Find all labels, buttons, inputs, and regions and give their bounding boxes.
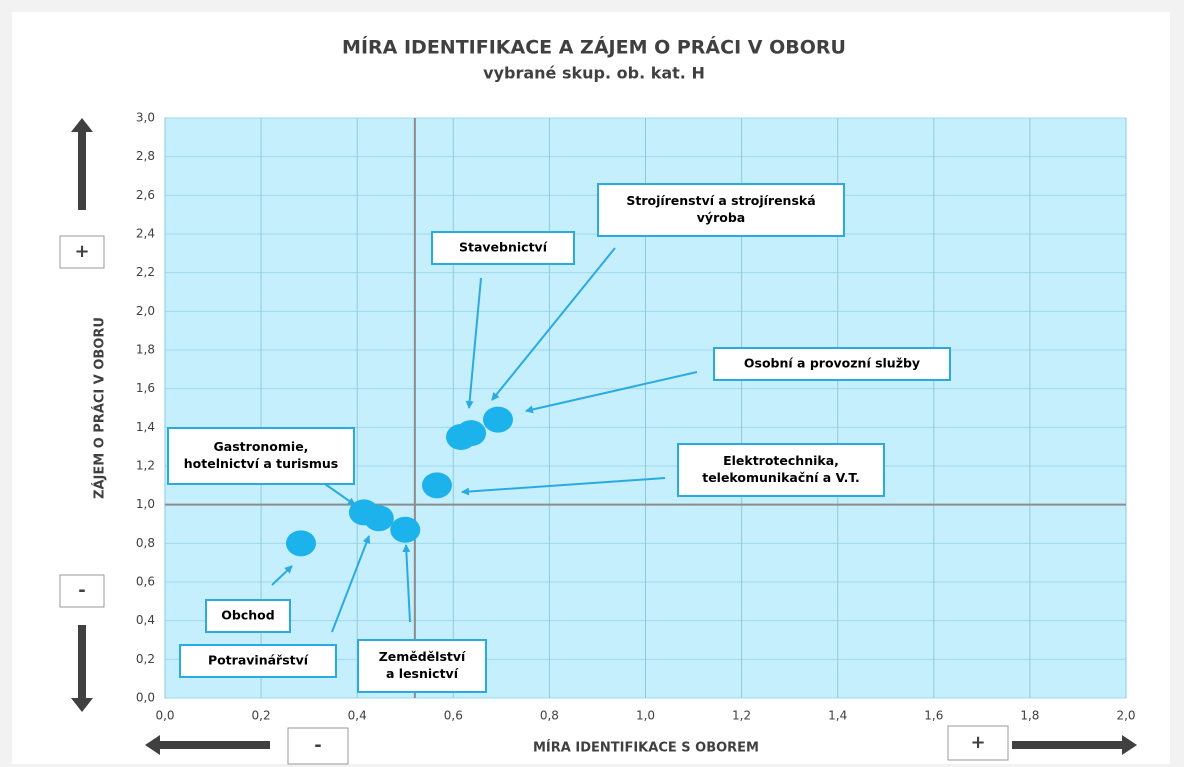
callout-arrow <box>324 483 356 506</box>
x-axis-title: MÍRA IDENTIFIKACE S OBOREM <box>533 740 759 756</box>
y-tick-label: 1,6 <box>136 381 155 395</box>
y-axis-title: ZÁJEM O PRÁCI V OBORU <box>92 317 108 499</box>
y-tick-label: 0,6 <box>136 575 155 589</box>
point <box>482 406 513 433</box>
callout-box <box>431 231 575 265</box>
x-tick-label: 0,2 <box>252 709 271 723</box>
x-minus: - <box>314 735 321 756</box>
point-label: Elektrotechnika, <box>723 453 839 468</box>
y-tick-label: 1,8 <box>136 343 155 357</box>
point-label: výroba <box>697 210 745 225</box>
y-tick-label: 0,2 <box>136 652 155 666</box>
callout-box <box>205 599 291 633</box>
point <box>363 505 394 532</box>
x-plus: + <box>970 732 985 753</box>
y-tick-label: 1,0 <box>136 497 155 511</box>
point <box>421 472 452 499</box>
y-tick-label: 2,6 <box>136 188 155 202</box>
x-tick-label: 2,0 <box>1116 709 1135 723</box>
point-label: Zemědělství <box>379 649 466 664</box>
x-tick-label: 0,6 <box>444 709 463 723</box>
point-label: Strojírenství a strojírenská <box>626 193 815 208</box>
point-label: Obchod <box>221 608 274 623</box>
y-tick-label: 0,4 <box>136 613 155 627</box>
point-label: hotelnictví a turismus <box>184 456 339 471</box>
callout-arrow <box>461 477 666 496</box>
callout-box <box>167 427 355 485</box>
y-tick-label: 0,0 <box>136 691 155 705</box>
markers <box>59 235 1009 765</box>
x-tick-label: 0,0 <box>155 709 174 723</box>
y-tick-label: 1,2 <box>136 459 155 473</box>
direction-arrows <box>71 118 1137 755</box>
x-tick-label: 1,4 <box>828 709 847 723</box>
callout-arrow <box>271 565 293 586</box>
callout-box <box>713 347 951 381</box>
y-minus: - <box>78 580 85 601</box>
callout-arrow <box>465 277 482 409</box>
x-tick-label: 1,6 <box>924 709 943 723</box>
callout-box <box>597 183 845 237</box>
y-tick-label: 2,4 <box>136 227 155 241</box>
callout-box <box>677 443 885 497</box>
callout-box <box>357 639 487 693</box>
point-label: Potravinářství <box>208 653 309 668</box>
y-plus: + <box>74 241 89 262</box>
x-tick-label: 1,0 <box>636 709 655 723</box>
callout-arrow <box>402 544 411 623</box>
point-label: Gastronomie, <box>214 439 309 454</box>
callout-arrow <box>525 371 698 414</box>
callout-box <box>179 644 337 678</box>
chart-title: MÍRA IDENTIFIKACE A ZÁJEM O PRÁCI V OBOR… <box>342 36 846 59</box>
point <box>390 516 421 543</box>
callout-arrow <box>331 535 371 633</box>
y-tick-label: 2,2 <box>136 265 155 279</box>
point-label: a lesnictví <box>386 666 459 681</box>
x-tick-label: 0,8 <box>540 709 559 723</box>
x-tick-label: 0,4 <box>348 709 367 723</box>
x-tick-label: 1,2 <box>732 709 751 723</box>
point <box>456 420 487 447</box>
y-tick-label: 2,8 <box>136 149 155 163</box>
y-tick-label: 2,0 <box>136 304 155 318</box>
point <box>285 530 316 557</box>
y-tick-label: 1,4 <box>136 420 155 434</box>
y-tick-label: 3,0 <box>136 111 155 125</box>
point-label: Stavebnictví <box>459 240 548 255</box>
y-tick-label: 0,8 <box>136 536 155 550</box>
point-label: Osobní a provozní služby <box>744 356 920 371</box>
point-label: telekomunikační a V.T. <box>702 470 860 485</box>
callout-arrow <box>491 247 616 401</box>
x-tick-label: 1,8 <box>1020 709 1039 723</box>
chart-subtitle: vybrané skup. ob. kat. H <box>483 64 705 83</box>
